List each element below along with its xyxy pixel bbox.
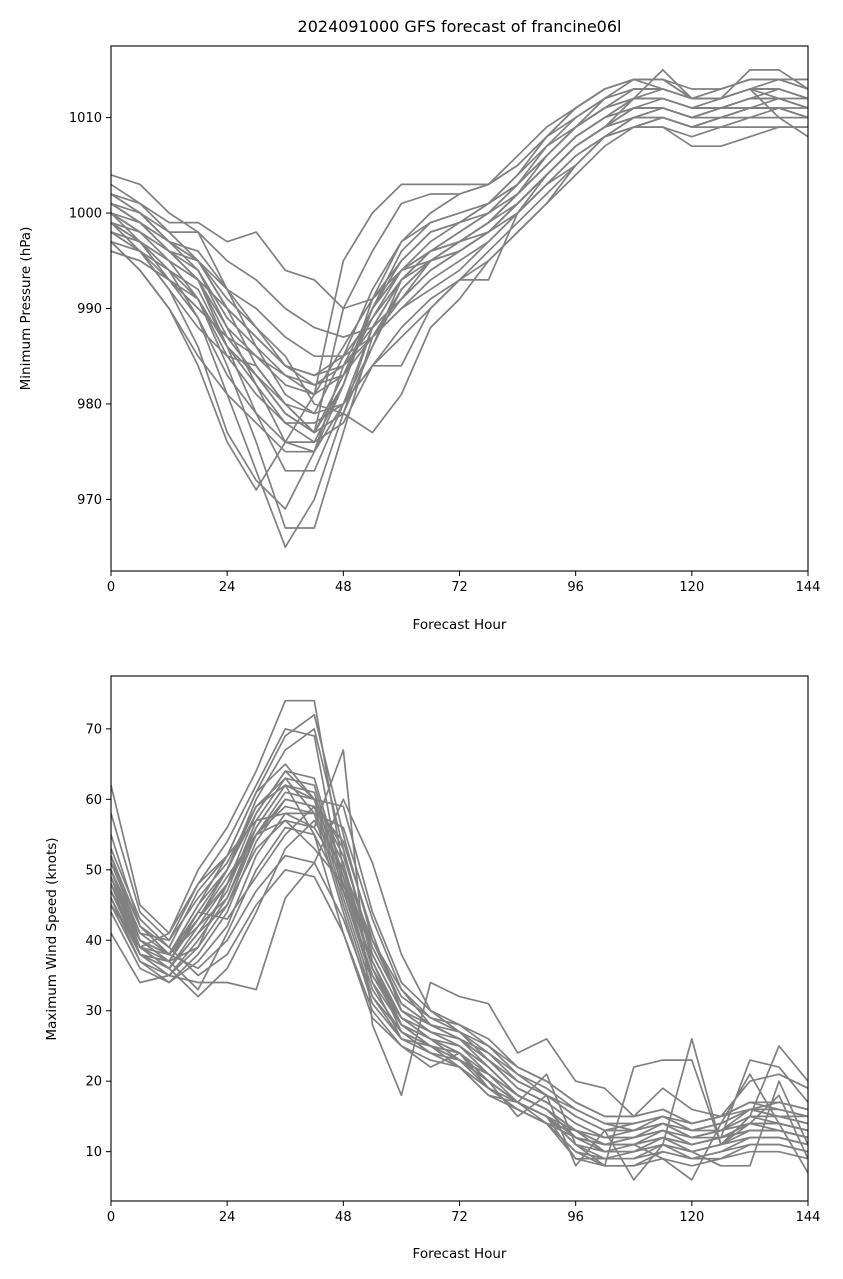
wind-series-line-25 xyxy=(110,805,809,1146)
wind-series-line-23 xyxy=(110,798,809,1167)
wind-x-tick-label: 72 xyxy=(451,1210,468,1225)
wind-x-tick-label: 120 xyxy=(679,1210,704,1225)
pressure-x-tick-label: 120 xyxy=(679,580,704,595)
wind-series-line-20 xyxy=(110,749,809,1118)
pressure-x-tick-label: 144 xyxy=(796,580,821,595)
pressure-panel: Forecast Hour Minimum Pressure (hPa) 0 24… xyxy=(18,45,821,633)
pressure-series-line-17 xyxy=(110,69,809,443)
wind-x-tick-label: 48 xyxy=(335,1210,352,1225)
wind-y-tick-label: 70 xyxy=(85,722,102,737)
wind-series-line-18 xyxy=(110,819,809,1146)
wind-y-tick-label: 30 xyxy=(85,1004,102,1019)
wind-x-tick-label: 0 xyxy=(107,1210,115,1225)
wind-panel: Forecast Hour Maximum Wind Speed (knots)… xyxy=(44,675,821,1262)
wind-series-line-24 xyxy=(110,819,809,1167)
wind-axes-frame xyxy=(110,675,809,1202)
pressure-x-tick-label: 96 xyxy=(567,580,584,595)
wind-x-tick-label: 144 xyxy=(796,1210,821,1225)
wind-x-tick-label: 96 xyxy=(567,1210,584,1225)
wind-series-line-15 xyxy=(110,805,809,1139)
wind-y-tick-label: 40 xyxy=(85,934,102,949)
pressure-series-line-10 xyxy=(110,97,809,358)
pressure-x-tick-label: 24 xyxy=(219,580,236,595)
wind-y-axis-label: Maximum Wind Speed (knots) xyxy=(44,837,60,1040)
wind-series-line-0 xyxy=(110,699,809,1139)
pressure-series-line-23 xyxy=(110,126,808,434)
pressure-x-tick-label: 72 xyxy=(451,580,468,595)
pressure-y-tick-label: 980 xyxy=(77,397,102,412)
wind-y-tick-label: 50 xyxy=(85,863,102,878)
pressure-x-tick-label: 0 xyxy=(107,580,115,595)
pressure-series-line-21 xyxy=(110,88,809,434)
wind-y-tick-label: 10 xyxy=(85,1145,102,1160)
pressure-y-tick-label: 1010 xyxy=(69,111,102,126)
pressure-x-axis-label: Forecast Hour xyxy=(413,617,507,633)
pressure-y-axis-label: Minimum Pressure (hPa) xyxy=(18,227,34,391)
wind-y-tick-label: 20 xyxy=(85,1075,102,1090)
wind-y-tick-label: 60 xyxy=(85,793,102,808)
wind-series-line-7 xyxy=(110,791,809,1160)
pressure-y-tick-label: 990 xyxy=(77,302,102,317)
chart-title: 2024091000 GFS forecast of francine06l xyxy=(298,17,622,36)
pressure-y-tick-label: 970 xyxy=(77,493,102,508)
pressure-series-line-24 xyxy=(110,97,808,386)
pressure-series-line-8 xyxy=(110,88,809,310)
pressure-x-tick-label: 48 xyxy=(335,580,352,595)
wind-series-line-19 xyxy=(110,763,809,1125)
wind-series-line-2 xyxy=(110,713,809,1139)
pressure-series-line-25 xyxy=(110,97,809,377)
wind-series-line-6 xyxy=(110,784,809,1160)
pressure-series-line-16 xyxy=(110,126,808,434)
wind-x-axis-label: Forecast Hour xyxy=(413,1246,507,1262)
pressure-y-tick-label: 1000 xyxy=(69,207,102,222)
wind-x-tick-label: 24 xyxy=(219,1210,236,1225)
